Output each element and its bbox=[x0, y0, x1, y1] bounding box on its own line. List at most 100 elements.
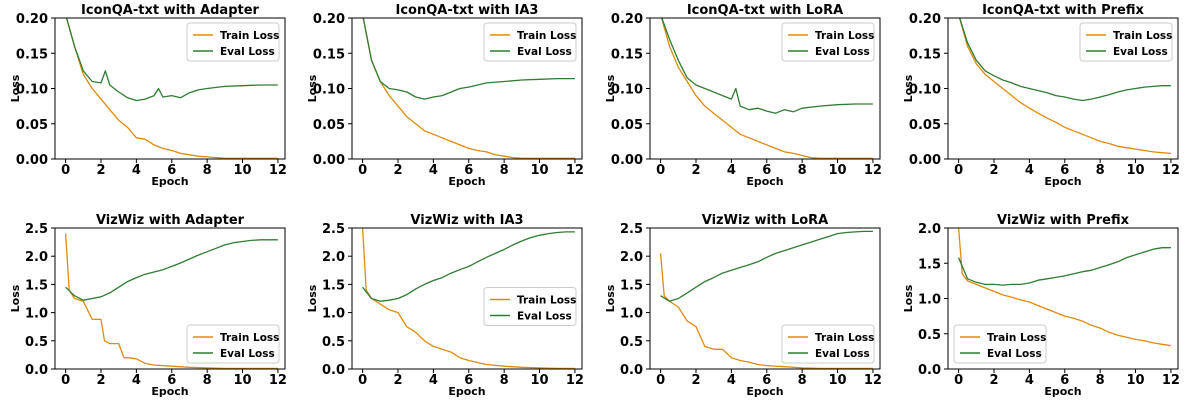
chart-title: IconQA-txt with IA3 bbox=[396, 3, 539, 18]
legend-train-loss-label: Train Loss bbox=[220, 332, 279, 344]
x-axis-label: Epoch bbox=[1044, 175, 1081, 188]
plot-frame bbox=[54, 227, 286, 370]
x-tick-label: 4 bbox=[1025, 373, 1034, 388]
y-tick-label: 0.20 bbox=[16, 12, 48, 27]
plot-frame bbox=[947, 227, 1179, 370]
x-tick-label: 8 bbox=[203, 163, 212, 178]
legend-train-loss-label: Train Loss bbox=[517, 30, 576, 42]
x-tick-label: 10 bbox=[530, 163, 548, 178]
y-tick-label: 2.5 bbox=[620, 222, 643, 237]
y-axis-label: Loss bbox=[604, 284, 617, 312]
y-tick-label: 0.10 bbox=[16, 83, 48, 98]
x-tick-label: 12 bbox=[1162, 163, 1180, 178]
y-tick-label: 0.00 bbox=[611, 153, 643, 168]
y-tick-label: 1.5 bbox=[322, 278, 345, 293]
x-tick-label: 10 bbox=[530, 373, 548, 388]
y-tick-label: 0.00 bbox=[909, 153, 941, 168]
legend: Train Loss Eval Loss bbox=[781, 22, 875, 62]
series-group bbox=[660, 18, 873, 159]
x-tick-label: 12 bbox=[566, 373, 584, 388]
y-tick-label: 0.05 bbox=[611, 118, 643, 133]
chart-panel-4: IconQA-txt with Prefix Loss Epoch 0.00 0.05 0… bbox=[902, 3, 1180, 188]
x-axis-label: Epoch bbox=[448, 385, 485, 398]
eval-loss-line bbox=[362, 18, 575, 100]
y-tick-label: 1.0 bbox=[322, 307, 345, 322]
x-tick-label: 4 bbox=[727, 373, 736, 388]
y-axis-label: Loss bbox=[306, 284, 319, 312]
plot-frame bbox=[351, 17, 583, 160]
x-tick-label: 4 bbox=[132, 163, 141, 178]
y-tick-label: 0.20 bbox=[313, 12, 345, 27]
y-tick-label: 0.15 bbox=[313, 47, 345, 62]
series-group bbox=[957, 228, 1172, 347]
plot-frame bbox=[947, 17, 1179, 160]
plot-frame bbox=[54, 17, 286, 160]
chart-title: VizWiz with IA3 bbox=[410, 213, 523, 228]
legend: Train Loss Eval Loss bbox=[186, 22, 280, 62]
x-tick-label: 8 bbox=[1096, 163, 1105, 178]
x-tick-label: 4 bbox=[429, 163, 438, 178]
y-tick-label: 0.15 bbox=[611, 47, 643, 62]
series-group bbox=[65, 18, 278, 159]
legend: Train Loss Eval Loss bbox=[1079, 22, 1173, 62]
y-tick-label: 0.10 bbox=[611, 83, 643, 98]
x-tick-label: 8 bbox=[500, 373, 509, 388]
x-axis-label: Epoch bbox=[151, 385, 188, 398]
y-axis-label: Loss bbox=[604, 74, 617, 102]
chart-panel-3: IconQA-txt with LoRA Loss Epoch 0.00 0.05 0.1… bbox=[604, 3, 882, 188]
eval-loss-line bbox=[65, 239, 278, 301]
legend-train-loss-label: Train Loss bbox=[815, 332, 874, 344]
legend-train-loss-label: Train Loss bbox=[987, 332, 1046, 344]
train-loss-line bbox=[957, 228, 1172, 347]
eval-loss-line bbox=[661, 18, 873, 114]
x-tick-label: 4 bbox=[727, 163, 736, 178]
x-tick-label: 6 bbox=[1060, 163, 1069, 178]
chart-panel-1: IconQA-txt with Adapter Loss Epoch 0.00 0.05… bbox=[9, 3, 287, 188]
series-group bbox=[64, 233, 278, 369]
eval-loss-line bbox=[959, 18, 1171, 102]
x-tick-label: 4 bbox=[429, 373, 438, 388]
series-group bbox=[362, 18, 575, 159]
x-tick-label: 0 bbox=[656, 373, 665, 388]
x-tick-label: 2 bbox=[96, 373, 105, 388]
x-axis-label: Epoch bbox=[151, 175, 188, 188]
y-tick-label: 2.0 bbox=[25, 250, 48, 265]
legend-eval-loss-label: Eval Loss bbox=[1113, 46, 1168, 58]
chart-title: VizWiz with Prefix bbox=[997, 213, 1130, 228]
eval-loss-line bbox=[660, 230, 873, 302]
x-tick-label: 10 bbox=[1126, 373, 1144, 388]
x-tick-label: 8 bbox=[1096, 373, 1105, 388]
x-tick-label: 6 bbox=[464, 163, 473, 178]
train-loss-line bbox=[64, 233, 278, 369]
x-tick-label: 12 bbox=[269, 163, 287, 178]
y-axis-label: Loss bbox=[902, 284, 915, 312]
y-tick-label: 0.05 bbox=[909, 118, 941, 133]
y-tick-label: 0.00 bbox=[16, 153, 48, 168]
x-tick-label: 0 bbox=[61, 373, 70, 388]
x-tick-label: 0 bbox=[358, 163, 367, 178]
x-tick-label: 4 bbox=[1025, 163, 1034, 178]
train-loss-line bbox=[958, 18, 1171, 155]
x-tick-label: 10 bbox=[233, 163, 251, 178]
chart-title: VizWiz with LoRA bbox=[702, 213, 829, 228]
legend: Train Loss Eval Loss bbox=[781, 324, 875, 364]
y-axis-label: Loss bbox=[9, 284, 22, 312]
legend-eval-loss-label: Eval Loss bbox=[815, 46, 870, 58]
legend-eval-loss-label: Eval Loss bbox=[220, 348, 275, 360]
chart-panel-6: VizWiz with IA3 Loss Epoch 0.0 0.5 1.0 1.5 2.0 2… bbox=[306, 213, 584, 398]
y-tick-label: 0.05 bbox=[16, 118, 48, 133]
x-axis-label: Epoch bbox=[1044, 385, 1081, 398]
x-tick-label: 6 bbox=[762, 373, 771, 388]
y-tick-label: 0.10 bbox=[313, 83, 345, 98]
train-loss-line bbox=[362, 18, 575, 159]
chart-title: IconQA-txt with LoRA bbox=[687, 3, 843, 18]
x-tick-label: 12 bbox=[864, 373, 882, 388]
x-tick-label: 6 bbox=[464, 373, 473, 388]
y-tick-label: 0.5 bbox=[25, 335, 48, 350]
legend: Train Loss Eval Loss bbox=[953, 324, 1047, 364]
eval-loss-line bbox=[65, 18, 278, 102]
series-group bbox=[659, 230, 873, 369]
series-group bbox=[958, 18, 1171, 155]
x-tick-label: 4 bbox=[132, 373, 141, 388]
